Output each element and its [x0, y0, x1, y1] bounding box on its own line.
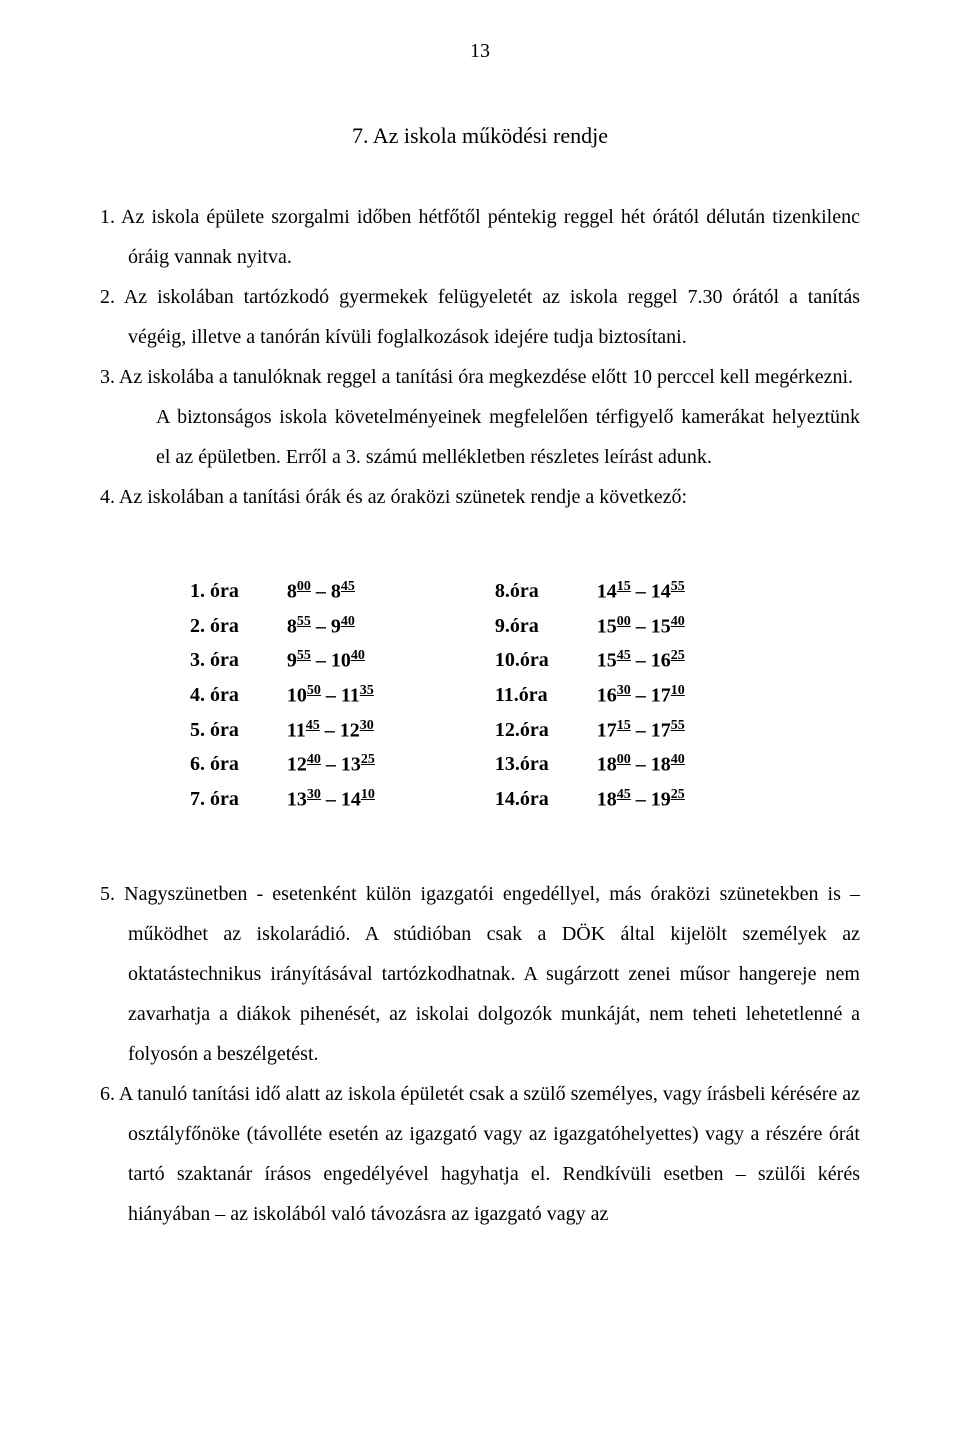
item-number: 6. — [100, 1083, 115, 1105]
schedule-row-time: 1330 – 1410 — [287, 785, 375, 814]
schedule-row-label: 2. óra — [190, 612, 239, 641]
schedule-row-label: 4. óra — [190, 681, 239, 710]
schedule-row-label: 3. óra — [190, 646, 239, 675]
item-text: Az iskolában a tanítási órák és az órakö… — [119, 486, 687, 508]
schedule-row-time: 800 – 845 — [287, 577, 375, 606]
item-text: A tanuló tanítási idő alatt az iskola ép… — [119, 1083, 860, 1225]
item-number: 3. — [100, 366, 115, 388]
schedule-row-time: 1415 – 1455 — [597, 577, 685, 606]
list-item: 2. Az iskolában tartózkodó gyermekek fel… — [100, 277, 860, 357]
schedule-column-right: 8.óra 1415 – 1455 9.óra 1500 – 1540 10.óra 15… — [495, 577, 685, 814]
list-item: 3. Az iskolába a tanulóknak reggel a tan… — [100, 357, 860, 477]
schedule-row-label: 11.óra — [495, 681, 549, 710]
schedule-row-time: 955 – 1040 — [287, 646, 375, 675]
ordered-list-top: 1. Az iskola épülete szorgalmi időben hé… — [100, 197, 860, 517]
schedule-row-time: 1845 – 1925 — [597, 785, 685, 814]
schedule-column-left: 1. óra 800 – 845 2. óra 855 – 940 3. óra 955 … — [190, 577, 375, 814]
page-number: 13 — [100, 40, 860, 63]
schedule-row-label: 12.óra — [495, 716, 549, 745]
schedule-row-time: 1630 – 1710 — [597, 681, 685, 710]
item-text: Nagyszünetben - esetenként külön igazgat… — [124, 883, 860, 1065]
schedule-row-time: 1500 – 1540 — [597, 612, 685, 641]
item-text: Az iskola épülete szorgalmi időben hétfő… — [121, 206, 860, 268]
item-number: 4. — [100, 486, 115, 508]
schedule-row-time: 1715 – 1755 — [597, 716, 685, 745]
schedule-row-time: 1240 – 1325 — [287, 750, 375, 779]
schedule-row-time: 1800 – 1840 — [597, 750, 685, 779]
schedule-row-label: 5. óra — [190, 716, 239, 745]
document-page: 13 7. Az iskola működési rendje 1. Az is… — [0, 0, 960, 1448]
schedule-row-label: 9.óra — [495, 612, 549, 641]
list-item: 5. Nagyszünetben - esetenként külön igaz… — [100, 874, 860, 1074]
schedule-row-time: 1145 – 1230 — [287, 716, 375, 745]
item-text: Az iskolában tartózkodó gyermekek felügy… — [124, 286, 860, 348]
schedule-row-label: 1. óra — [190, 577, 239, 606]
item-number: 1. — [100, 206, 115, 228]
item-text: Az iskolába a tanulóknak reggel a tanítá… — [119, 366, 853, 388]
schedule-row-time: 855 – 940 — [287, 612, 375, 641]
section-title: 7. Az iskola működési rendje — [100, 123, 860, 149]
item-number: 5. — [100, 883, 115, 905]
schedule-row-label: 13.óra — [495, 750, 549, 779]
schedule-row-time: 1050 – 1135 — [287, 681, 375, 710]
schedule-row-label: 8.óra — [495, 577, 549, 606]
ordered-list-bottom: 5. Nagyszünetben - esetenként külön igaz… — [100, 874, 860, 1234]
schedule-row-label: 6. óra — [190, 750, 239, 779]
schedule-row-label: 10.óra — [495, 646, 549, 675]
list-item: 1. Az iskola épülete szorgalmi időben hé… — [100, 197, 860, 277]
schedule-row-label: 14.óra — [495, 785, 549, 814]
list-item: 6. A tanuló tanítási idő alatt az iskola… — [100, 1074, 860, 1234]
list-item: 4. Az iskolában a tanítási órák és az ór… — [100, 477, 860, 517]
schedule-row-time: 1545 – 1625 — [597, 646, 685, 675]
schedule-row-label: 7. óra — [190, 785, 239, 814]
item-extra-text: A biztonságos iskola követelményeinek me… — [128, 397, 860, 477]
item-number: 2. — [100, 286, 115, 308]
schedule-table: 1. óra 800 – 845 2. óra 855 – 940 3. óra 955 … — [190, 577, 860, 814]
